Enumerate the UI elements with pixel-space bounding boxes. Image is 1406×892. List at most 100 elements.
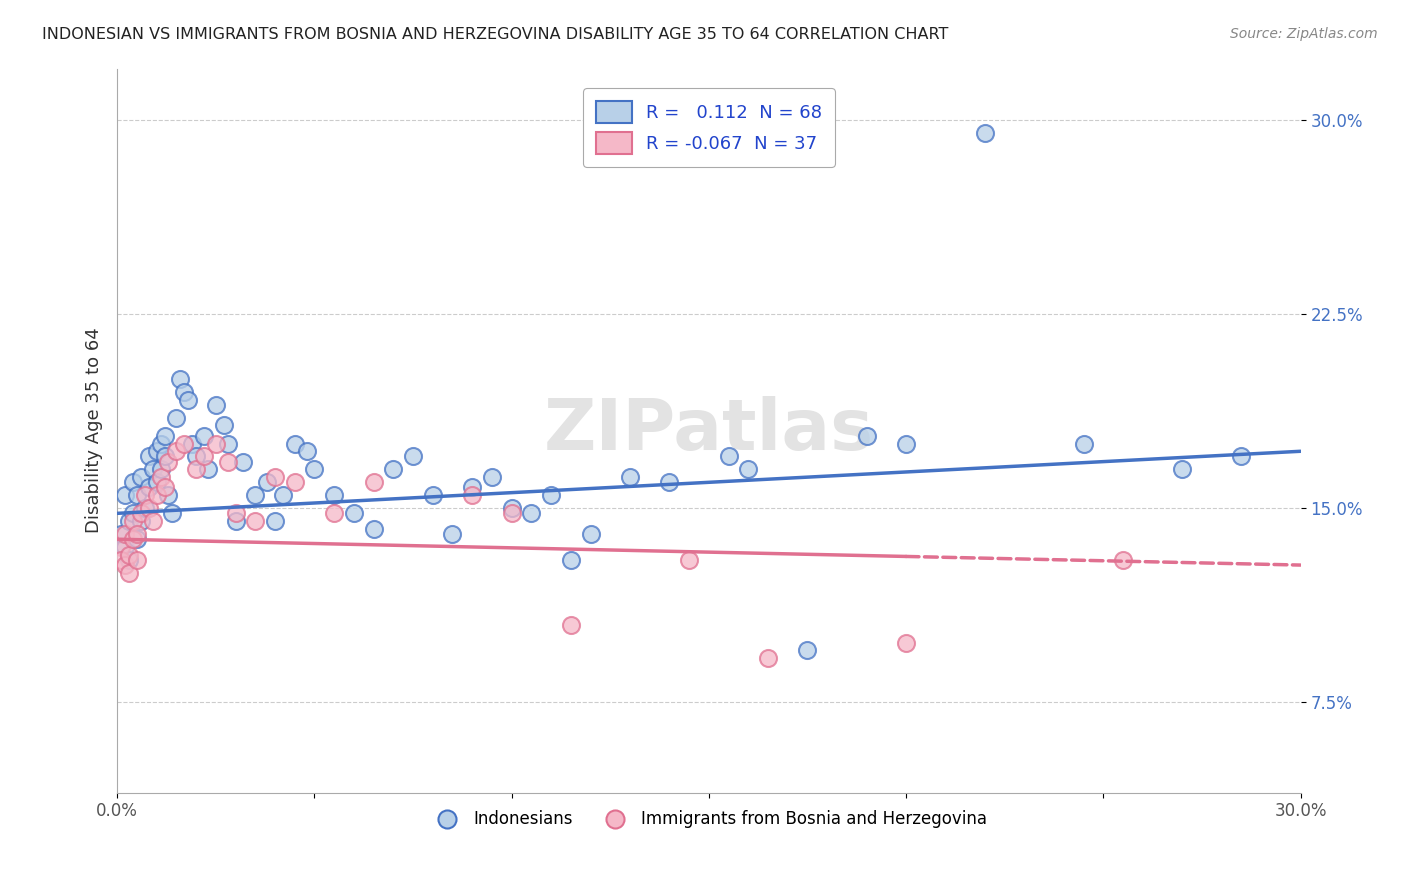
- Point: [619, 470, 641, 484]
- Point: [122, 506, 145, 520]
- Point: [560, 617, 582, 632]
- Point: [138, 481, 160, 495]
- Point: [181, 436, 204, 450]
- Point: [855, 429, 877, 443]
- Point: [157, 488, 180, 502]
- Point: [284, 436, 307, 450]
- Point: [323, 506, 346, 520]
- Point: [125, 553, 148, 567]
- Text: ZIPatlas: ZIPatlas: [544, 396, 875, 465]
- Point: [1230, 450, 1253, 464]
- Point: [422, 488, 444, 502]
- Point: [153, 481, 176, 495]
- Point: [134, 488, 156, 502]
- Point: [894, 635, 917, 649]
- Point: [737, 462, 759, 476]
- Point: [184, 450, 207, 464]
- Point: [145, 444, 167, 458]
- Point: [110, 553, 132, 567]
- Point: [678, 553, 700, 567]
- Point: [184, 462, 207, 476]
- Point: [142, 514, 165, 528]
- Point: [974, 126, 997, 140]
- Point: [264, 470, 287, 484]
- Point: [118, 553, 141, 567]
- Point: [225, 506, 247, 520]
- Point: [165, 410, 187, 425]
- Point: [579, 527, 602, 541]
- Point: [204, 398, 226, 412]
- Point: [125, 527, 148, 541]
- Point: [169, 372, 191, 386]
- Point: [162, 506, 184, 520]
- Point: [177, 392, 200, 407]
- Point: [295, 444, 318, 458]
- Point: [134, 501, 156, 516]
- Point: [256, 475, 278, 490]
- Point: [264, 514, 287, 528]
- Point: [153, 450, 176, 464]
- Point: [245, 488, 267, 502]
- Point: [165, 444, 187, 458]
- Point: [149, 462, 172, 476]
- Point: [118, 566, 141, 580]
- Point: [756, 651, 779, 665]
- Point: [138, 501, 160, 516]
- Point: [110, 540, 132, 554]
- Point: [323, 488, 346, 502]
- Point: [173, 436, 195, 450]
- Point: [363, 522, 385, 536]
- Point: [114, 527, 136, 541]
- Point: [145, 488, 167, 502]
- Point: [212, 418, 235, 433]
- Point: [225, 514, 247, 528]
- Point: [118, 548, 141, 562]
- Point: [149, 470, 172, 484]
- Point: [245, 514, 267, 528]
- Point: [114, 488, 136, 502]
- Point: [461, 488, 484, 502]
- Y-axis label: Disability Age 35 to 64: Disability Age 35 to 64: [86, 327, 103, 533]
- Point: [110, 527, 132, 541]
- Point: [232, 455, 254, 469]
- Point: [1112, 553, 1135, 567]
- Point: [153, 429, 176, 443]
- Text: Source: ZipAtlas.com: Source: ZipAtlas.com: [1230, 27, 1378, 41]
- Point: [125, 488, 148, 502]
- Point: [520, 506, 543, 520]
- Point: [138, 450, 160, 464]
- Point: [197, 462, 219, 476]
- Point: [271, 488, 294, 502]
- Point: [481, 470, 503, 484]
- Point: [157, 455, 180, 469]
- Point: [894, 436, 917, 450]
- Point: [1171, 462, 1194, 476]
- Point: [125, 532, 148, 546]
- Point: [114, 540, 136, 554]
- Point: [122, 475, 145, 490]
- Point: [658, 475, 681, 490]
- Point: [717, 450, 740, 464]
- Point: [129, 514, 152, 528]
- Point: [173, 384, 195, 399]
- Point: [114, 558, 136, 572]
- Point: [501, 506, 523, 520]
- Point: [284, 475, 307, 490]
- Point: [149, 436, 172, 450]
- Point: [461, 481, 484, 495]
- Point: [560, 553, 582, 567]
- Point: [402, 450, 425, 464]
- Point: [145, 475, 167, 490]
- Point: [441, 527, 464, 541]
- Point: [129, 470, 152, 484]
- Point: [217, 455, 239, 469]
- Point: [343, 506, 366, 520]
- Point: [363, 475, 385, 490]
- Point: [382, 462, 405, 476]
- Point: [304, 462, 326, 476]
- Point: [1073, 436, 1095, 450]
- Point: [193, 450, 215, 464]
- Point: [217, 436, 239, 450]
- Legend: Indonesians, Immigrants from Bosnia and Herzegovina: Indonesians, Immigrants from Bosnia and …: [423, 804, 994, 835]
- Point: [142, 462, 165, 476]
